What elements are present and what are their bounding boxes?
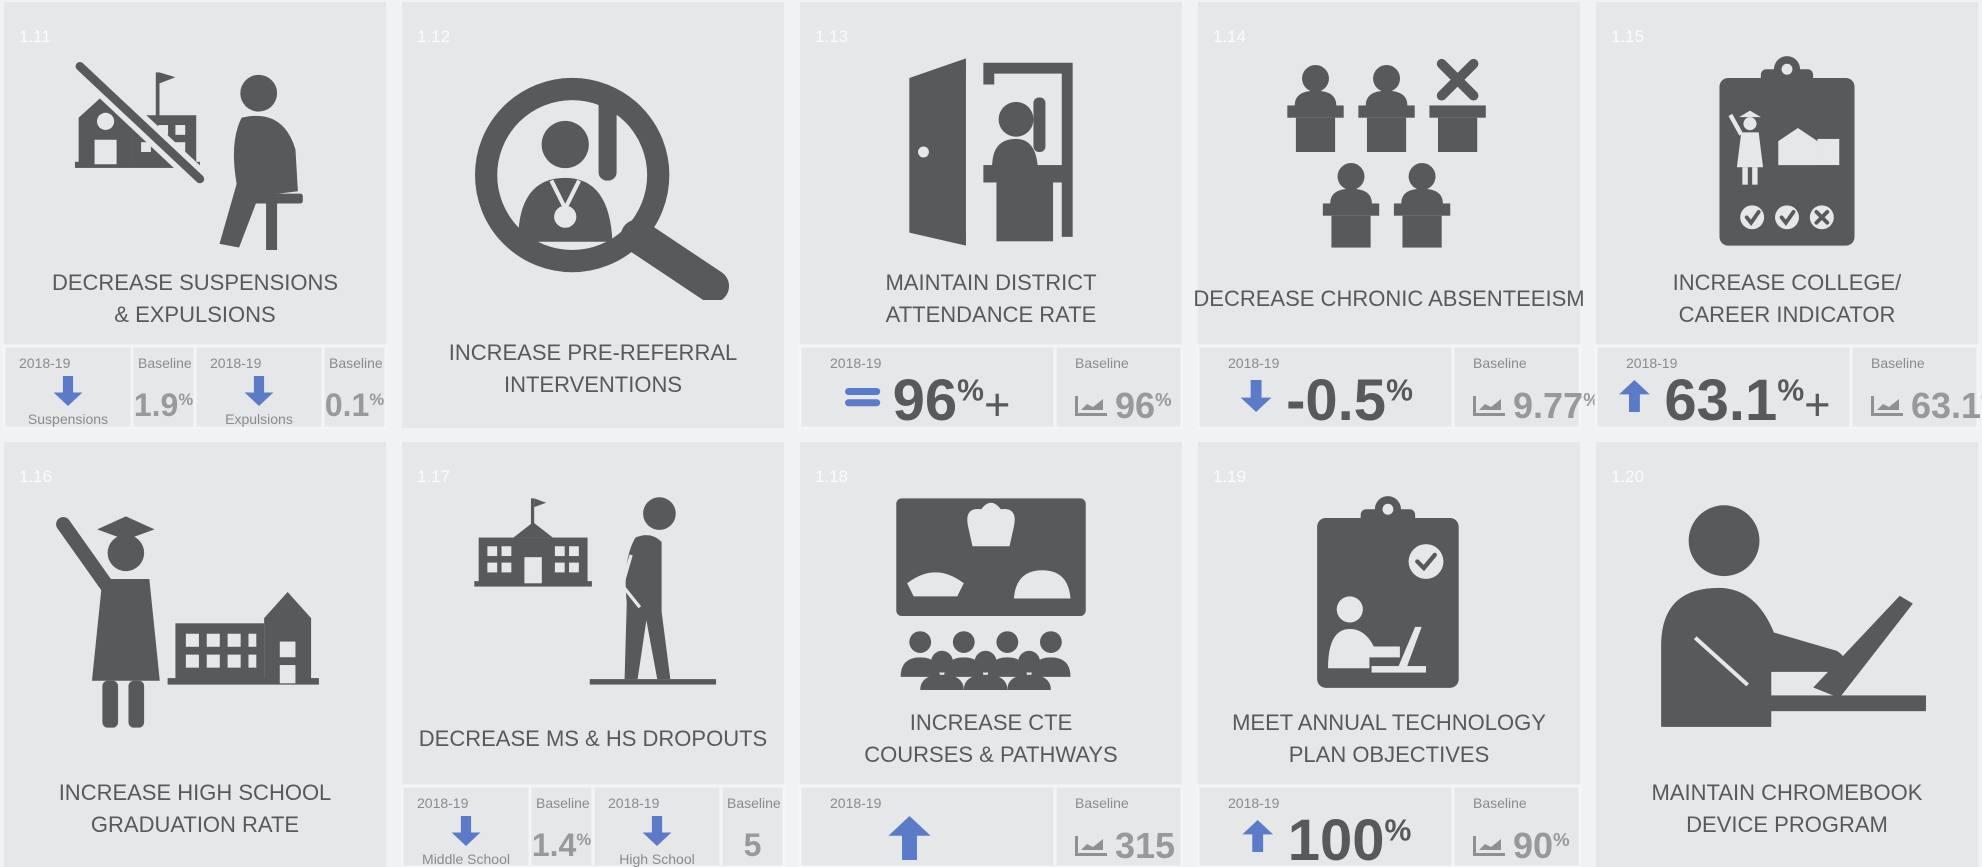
baseline-value-unit: % xyxy=(1155,389,1172,410)
goal-title: PLAN OBJECTIVES xyxy=(1289,742,1490,767)
trend-equal xyxy=(845,388,880,395)
goal-number: 1.13 xyxy=(815,27,848,46)
period-label: 2018-19 xyxy=(210,355,262,371)
goal-title: INCREASE PRE-REFERRAL xyxy=(449,340,738,365)
current-value-unit: % xyxy=(957,374,984,407)
goal-title: INCREASE COLLEGE/ xyxy=(1673,270,1903,295)
goal-title: CAREER INDICATOR xyxy=(1679,302,1896,327)
baseline-label: Baseline xyxy=(536,795,590,811)
period-label: 2018-19 xyxy=(830,355,882,371)
period-label: 2018-19 xyxy=(417,795,469,811)
current-value-suffix: + xyxy=(984,379,1010,430)
goal-tile: 1.16 INCREASE HIGH SCHOOL GRADUATION RATE xyxy=(4,442,386,867)
goal-title: INCREASE CTE xyxy=(910,710,1073,735)
goal-tile: 1.14 DECREASE CHRONIC ABSENTEEISM 2018-19-… xyxy=(1193,2,1600,433)
period-label: 2018-19 xyxy=(830,795,882,811)
baseline-value-unit: % xyxy=(178,390,193,409)
current-value-number: 100 xyxy=(1288,808,1385,867)
goal-icon xyxy=(1719,56,1854,245)
baseline-value-number: 1.9 xyxy=(134,387,178,423)
goal-title: INCREASE HIGH SCHOOL xyxy=(59,780,332,805)
goal-tile: 1.11 DECREASE SUSPENSIONS & EXPULSIONS 2018… xyxy=(4,2,386,428)
baseline-value-number: 315 xyxy=(1115,825,1175,866)
goal-title: DECREASE SUSPENSIONS xyxy=(52,270,338,295)
baseline-value-number: 5 xyxy=(744,827,762,863)
baseline-value-number: 9.77 xyxy=(1513,385,1583,426)
goal-number: 1.16 xyxy=(19,467,52,486)
baseline-value-number: 0.1 xyxy=(325,387,369,423)
trend-equal xyxy=(845,399,880,406)
goal-title: DECREASE CHRONIC ABSENTEEISM xyxy=(1193,286,1584,311)
baseline-label: Baseline xyxy=(138,355,192,371)
goal-tile: 1.17 DECREASE MS & HS DROPOUTS 2018-19 Midd… xyxy=(402,442,784,867)
measure-label: Suspensions xyxy=(28,411,108,427)
measure-label: High School xyxy=(619,851,695,867)
goal-title: & EXPULSIONS xyxy=(114,302,275,327)
current-value-suffix: + xyxy=(1804,379,1830,430)
goal-tile: 1.18 INCREASE CTE COURSES & PATHWAYS 2018-1… xyxy=(800,442,1182,867)
goal-number: 1.14 xyxy=(1213,27,1246,46)
goal-number: 1.17 xyxy=(417,467,450,486)
goal-icon xyxy=(1317,496,1459,688)
current-value-number: 96 xyxy=(893,368,958,433)
measure-label: Middle School xyxy=(422,851,510,867)
goal-title: MAINTAIN DISTRICT xyxy=(885,270,1096,295)
current-value-unit: % xyxy=(1386,374,1413,407)
baseline-label: Baseline xyxy=(1075,795,1129,811)
period-label: 2018-19 xyxy=(1228,355,1280,371)
current-value-number: -0.5 xyxy=(1286,368,1386,433)
goal-tile: 1.12 INCREASE PRE-REFERRAL INTERVENTIONS xyxy=(402,2,784,428)
goal-title: MAINTAIN CHROMEBOOK xyxy=(1652,780,1923,805)
baseline-value-number: 90 xyxy=(1513,825,1553,866)
goal-title: INTERVENTIONS xyxy=(504,372,682,397)
current-value-number: 63.1 xyxy=(1664,368,1777,433)
baseline-value: 315 xyxy=(1115,825,1175,866)
goal-title: DECREASE MS & HS DROPOUTS xyxy=(419,726,767,751)
baseline-value-unit: % xyxy=(369,390,384,409)
baseline-label: Baseline xyxy=(1473,795,1527,811)
goal-number: 1.19 xyxy=(1213,467,1246,486)
goal-tile: 1.13 MAINTAIN DISTRICT ATTENDANCE RATE 2018… xyxy=(800,2,1182,433)
baseline-value-number: 63.1 xyxy=(1911,385,1981,426)
period-label: 2018-19 xyxy=(19,355,71,371)
goal-tile: 1.20 MAINTAIN CHROMEBOOK DEVICE PROGRAM xyxy=(1596,442,1978,867)
goal-number: 1.15 xyxy=(1611,27,1644,46)
goal-tile: 1.19 MEET ANNUAL TECHNOLOGY PLAN OBJECTIVE… xyxy=(1198,442,1580,867)
baseline-value-number: 1.4 xyxy=(532,827,577,863)
baseline-value-unit: % xyxy=(576,830,591,849)
baseline-label: Baseline xyxy=(1075,355,1129,371)
goal-icon xyxy=(896,498,1085,690)
baseline-label: Baseline xyxy=(329,355,383,371)
current-value-unit: % xyxy=(1384,814,1411,847)
measure-label: Expulsions xyxy=(225,411,293,427)
baseline-value-number: 96 xyxy=(1115,385,1155,426)
baseline-value-unit: % xyxy=(1553,829,1570,850)
period-label: 2018-19 xyxy=(1228,795,1280,811)
baseline-label: Baseline xyxy=(727,795,781,811)
goal-number: 1.20 xyxy=(1611,467,1644,486)
goal-title: GRADUATION RATE xyxy=(91,812,299,837)
goal-number: 1.12 xyxy=(417,27,450,46)
baseline-value: 63.1% xyxy=(1911,385,1982,426)
goal-title: DEVICE PROGRAM xyxy=(1686,812,1888,837)
period-label: 2018-19 xyxy=(608,795,660,811)
goal-title: COURSES & PATHWAYS xyxy=(864,742,1117,767)
dashboard: 1.11 DECREASE SUSPENSIONS & EXPULSIONS 2018… xyxy=(0,0,1982,867)
baseline-label: Baseline xyxy=(1473,355,1527,371)
current-value-unit: % xyxy=(1777,374,1804,407)
baseline-label: Baseline xyxy=(1871,355,1925,371)
goal-number: 1.11 xyxy=(19,27,51,46)
baseline-value: 9.77% xyxy=(1513,385,1600,426)
goal-title: ATTENDANCE RATE xyxy=(886,302,1097,327)
baseline-value: 5 xyxy=(744,827,762,863)
goal-title: MEET ANNUAL TECHNOLOGY xyxy=(1232,710,1546,735)
goal-number: 1.18 xyxy=(815,467,848,486)
